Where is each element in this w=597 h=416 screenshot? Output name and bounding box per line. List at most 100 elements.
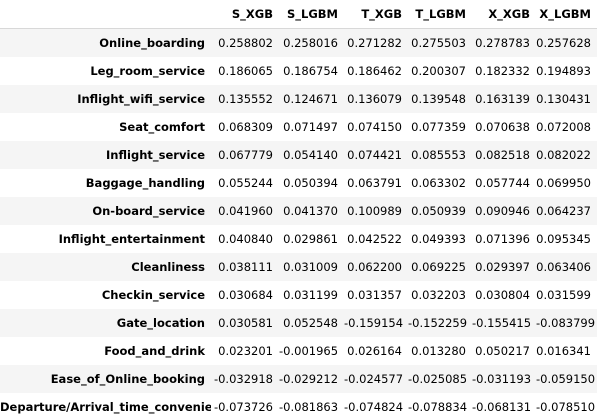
index-header: [0, 0, 211, 29]
cell-x-xgb: 0.057744: [475, 175, 530, 190]
row-label: Ease_of_Online_booking: [50, 371, 205, 386]
cell-s-xgb: 0.135552: [218, 91, 273, 106]
cell-t-xgb: 0.042522: [347, 231, 402, 246]
cell-x-lgbm: 0.095345: [536, 231, 591, 246]
cell-t-lgbm: 0.063302: [411, 175, 466, 190]
cell-x-lgbm: 0.069950: [536, 175, 591, 190]
row-label: Checkin_service: [101, 287, 205, 302]
cell-s-xgb: 0.023201: [218, 343, 273, 358]
row-label: Food_and_drink: [104, 343, 205, 358]
cell-s-xgb: 0.067779: [218, 147, 273, 162]
cell-s-lgbm: 0.052548: [283, 315, 338, 330]
cell-s-lgbm: 0.029861: [283, 231, 338, 246]
table-row: Inflight_wifi_service 0.135552 0.124671 0.1…: [0, 84, 597, 113]
cell-x-xgb: 0.278783: [475, 35, 530, 50]
row-label: Gate_location: [116, 315, 205, 330]
cell-t-xgb: -0.159154: [344, 315, 404, 330]
table-row: Inflight_service 0.067779 0.054140 0.074421…: [0, 140, 597, 169]
column-header-t-xgb: T_XGB: [344, 0, 408, 29]
cell-x-lgbm: 0.082022: [536, 147, 591, 162]
cell-t-xgb: 0.074150: [347, 119, 402, 134]
cell-x-xgb: 0.071396: [475, 231, 530, 246]
cell-x-xgb: 0.030804: [475, 287, 530, 302]
cell-x-xgb: 0.090946: [475, 203, 530, 218]
cell-x-lgbm: 0.016341: [536, 343, 591, 358]
table-body: Online_boarding 0.258802 0.258016 0.271282 0…: [0, 28, 597, 416]
cell-t-xgb: 0.074421: [347, 147, 402, 162]
table-row: Food_and_drink 0.023201 -0.001965 0.026164 0…: [0, 336, 597, 365]
table-row: Online_boarding 0.258802 0.258016 0.271282 0…: [0, 28, 597, 57]
row-label: Inflight_service: [106, 147, 205, 162]
cell-x-lgbm: 0.063406: [536, 259, 591, 274]
cell-x-lgbm: 0.130431: [536, 91, 591, 106]
cell-s-lgbm: 0.031009: [283, 259, 338, 274]
cell-x-xgb: 0.082518: [475, 147, 530, 162]
cell-t-xgb: -0.074824: [344, 399, 404, 414]
cell-x-lgbm: -0.059150: [536, 371, 596, 386]
cell-t-xgb: 0.136079: [347, 91, 402, 106]
cell-s-xgb: 0.041960: [218, 203, 273, 218]
cell-s-xgb: 0.258802: [218, 35, 273, 50]
cell-t-lgbm: 0.050939: [411, 203, 466, 218]
cell-x-lgbm: 0.031599: [536, 287, 591, 302]
cell-t-lgbm: 0.200307: [411, 63, 466, 78]
row-label: Seat_comfort: [119, 119, 205, 134]
cell-t-xgb: 0.062200: [347, 259, 402, 274]
row-label: Cleanliness: [131, 259, 205, 274]
row-label: Baggage_handling: [85, 175, 205, 190]
cell-s-lgbm: 0.258016: [283, 35, 338, 50]
cell-t-lgbm: 0.139548: [411, 91, 466, 106]
cell-x-xgb: -0.155415: [472, 315, 532, 330]
cell-t-lgbm: 0.069225: [411, 259, 466, 274]
cell-x-lgbm: 0.072008: [536, 119, 591, 134]
cell-x-xgb: 0.070638: [475, 119, 530, 134]
cell-t-lgbm: 0.077359: [411, 119, 466, 134]
cell-x-lgbm: 0.064237: [536, 203, 591, 218]
table-row: Seat_comfort 0.068309 0.071497 0.074150 0.07…: [0, 112, 597, 141]
row-label: Inflight_entertainment: [58, 231, 205, 246]
table-row: Inflight_entertainment 0.040840 0.029861 0.…: [0, 224, 597, 253]
column-header-x-lgbm: X_LGBM: [536, 0, 597, 29]
table-row: Departure/Arrival_time_convenient -0.0737…: [0, 392, 597, 416]
row-label: Online_boarding: [99, 35, 205, 50]
cell-s-xgb: -0.032918: [213, 371, 273, 386]
table-row: On-board_service 0.041960 0.041370 0.100989…: [0, 196, 597, 225]
cell-s-lgbm: 0.124671: [283, 91, 338, 106]
column-header-t-lgbm: T_LGBM: [408, 0, 472, 29]
cell-x-xgb: 0.163139: [475, 91, 530, 106]
cell-t-lgbm: 0.049393: [411, 231, 466, 246]
cell-t-lgbm: 0.032203: [411, 287, 466, 302]
cell-s-xgb: 0.055244: [218, 175, 273, 190]
row-label: On-board_service: [92, 203, 205, 218]
cell-x-xgb: 0.182332: [475, 63, 530, 78]
header-row: S_XGB S_LGBM T_XGB T_LGBM X_XGB X_LGBM: [0, 0, 597, 29]
cell-s-xgb: 0.040840: [218, 231, 273, 246]
table-row: Cleanliness 0.038111 0.031009 0.062200 0.069…: [0, 252, 597, 281]
cell-t-xgb: 0.063791: [347, 175, 402, 190]
cell-t-xgb: 0.026164: [347, 343, 402, 358]
table-row: Gate_location 0.030581 0.052548 -0.159154 -0…: [0, 308, 597, 337]
cell-x-lgbm: -0.078510: [536, 399, 596, 414]
table-row: Baggage_handling 0.055244 0.050394 0.063791…: [0, 168, 597, 197]
table-row: Ease_of_Online_booking -0.032918 -0.029212…: [0, 364, 597, 393]
cell-x-lgbm: -0.083799: [536, 315, 596, 330]
cell-x-xgb: 0.050217: [475, 343, 530, 358]
cell-s-xgb: 0.068309: [218, 119, 273, 134]
row-label: Departure/Arrival_time_convenient: [0, 399, 211, 414]
cell-s-lgbm: 0.071497: [283, 119, 338, 134]
cell-x-lgbm: 0.194893: [536, 63, 591, 78]
cell-s-lgbm: 0.031199: [283, 287, 338, 302]
table-header: S_XGB S_LGBM T_XGB T_LGBM X_XGB X_LGBM: [0, 0, 597, 29]
cell-s-lgbm: 0.186754: [283, 63, 338, 78]
cell-t-xgb: 0.100989: [347, 203, 402, 218]
cell-s-lgbm: 0.050394: [283, 175, 338, 190]
cell-s-lgbm: 0.041370: [283, 203, 338, 218]
table-row: Checkin_service 0.030684 0.031199 0.031357 0…: [0, 280, 597, 309]
cell-t-lgbm: 0.275503: [411, 35, 466, 50]
cell-t-xgb: 0.031357: [347, 287, 402, 302]
cell-x-xgb: -0.031193: [472, 371, 532, 386]
cell-t-xgb: 0.271282: [347, 35, 402, 50]
cell-s-lgbm: -0.081863: [279, 399, 339, 414]
